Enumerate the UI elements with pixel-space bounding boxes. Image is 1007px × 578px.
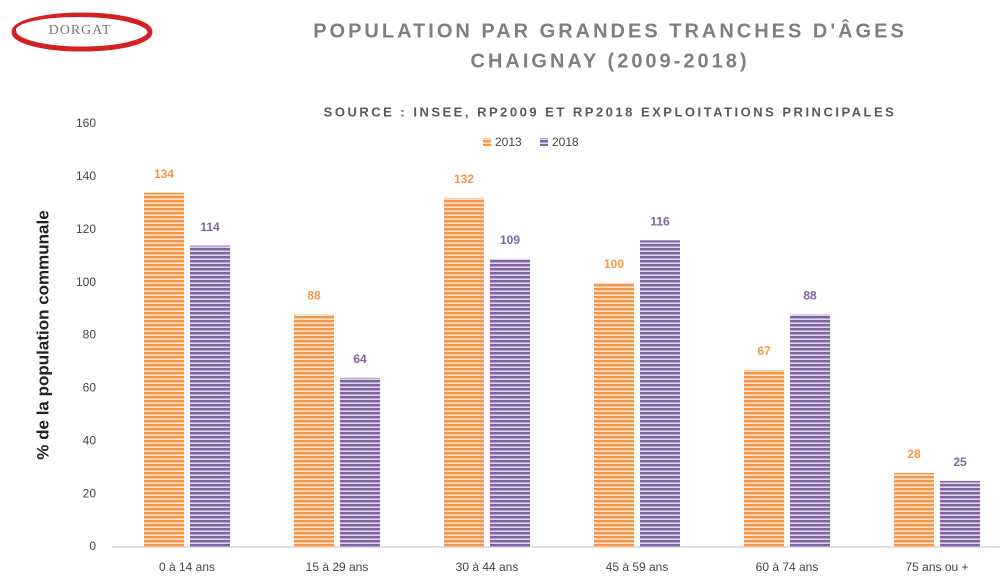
bar bbox=[790, 314, 830, 547]
x-tick-label: 15 à 29 ans bbox=[306, 560, 369, 574]
legend-swatch bbox=[483, 138, 491, 146]
chart-title: CHAIGNAY (2009-2018) bbox=[471, 50, 750, 72]
bar bbox=[744, 369, 784, 547]
x-tick-label: 45 à 59 ans bbox=[606, 560, 669, 574]
chart-title: POPULATION PAR GRANDES TRANCHES D'ÂGES bbox=[313, 18, 907, 42]
y-tick-label: 140 bbox=[76, 169, 96, 183]
legend-label: 2018 bbox=[552, 135, 579, 149]
bar bbox=[640, 240, 680, 547]
data-label: 88 bbox=[307, 289, 321, 303]
bar bbox=[594, 282, 634, 547]
y-tick-label: 40 bbox=[83, 433, 97, 447]
bar bbox=[144, 192, 184, 548]
y-tick-label: 120 bbox=[76, 222, 96, 236]
data-label: 134 bbox=[154, 167, 174, 181]
data-label: 88 bbox=[803, 289, 817, 303]
logo-text: DORGAT bbox=[49, 23, 112, 38]
x-tick-label: 30 à 44 ans bbox=[456, 560, 519, 574]
bar bbox=[190, 245, 230, 548]
data-label: 28 bbox=[907, 447, 921, 461]
y-tick-label: 20 bbox=[83, 486, 97, 500]
legend-swatch bbox=[540, 138, 548, 146]
logo: DORGAT bbox=[11, 12, 153, 52]
data-label: 132 bbox=[454, 172, 474, 186]
y-tick-label: 160 bbox=[76, 116, 96, 130]
data-label: 114 bbox=[200, 220, 220, 234]
data-label: 64 bbox=[353, 352, 367, 366]
data-label: 109 bbox=[500, 233, 520, 247]
bar bbox=[490, 258, 530, 547]
y-axis-label: % de la population communale bbox=[33, 210, 52, 459]
y-tick-label: 100 bbox=[76, 275, 96, 289]
bar bbox=[444, 198, 484, 547]
bar bbox=[294, 314, 334, 547]
bar bbox=[940, 480, 980, 547]
data-label: 25 bbox=[953, 455, 967, 469]
x-tick-label: 75 ans ou + bbox=[905, 560, 968, 574]
y-tick-label: 0 bbox=[89, 539, 96, 553]
bar bbox=[894, 472, 934, 547]
x-tick-label: 60 à 74 ans bbox=[756, 560, 819, 574]
data-label: 100 bbox=[604, 257, 624, 271]
bar bbox=[340, 377, 380, 547]
data-label: 116 bbox=[650, 214, 670, 228]
x-tick-label: 0 à 14 ans bbox=[159, 560, 215, 574]
chart-subtitle: SOURCE : INSEE, RP2009 ET RP2018 EXPLOIT… bbox=[324, 104, 897, 119]
data-label: 67 bbox=[757, 344, 771, 358]
legend-label: 2013 bbox=[495, 135, 522, 149]
y-tick-label: 60 bbox=[83, 381, 97, 395]
y-tick-label: 80 bbox=[83, 328, 97, 342]
